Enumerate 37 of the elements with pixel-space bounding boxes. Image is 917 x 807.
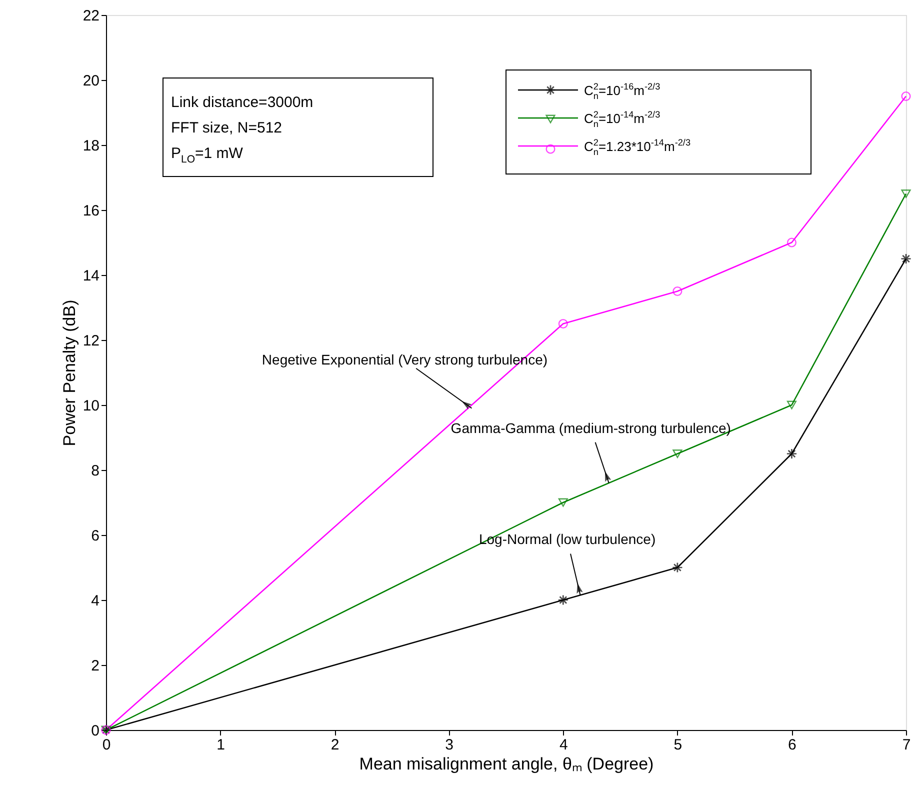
x-tick-label: 4 xyxy=(559,736,568,754)
x-tick-label: 2 xyxy=(330,736,340,754)
y-tick-label: 12 xyxy=(82,332,100,350)
point xyxy=(558,498,568,507)
x-tick-label: 6 xyxy=(788,736,796,754)
y-tick-label: 18 xyxy=(82,138,100,154)
point xyxy=(558,595,568,605)
x-axis-title: Mean misalignment angle, θₘ (Degree) xyxy=(359,754,654,774)
point xyxy=(901,190,911,198)
point xyxy=(901,91,911,102)
y-tick-label: 8 xyxy=(91,462,100,480)
y-axis-title: Power Penalty (dB) xyxy=(60,300,79,446)
point xyxy=(786,448,796,459)
y-tick-label: 20 xyxy=(82,72,100,90)
y-tick-label: 10 xyxy=(82,398,100,414)
annotation: Link distance=3000m xyxy=(171,94,314,111)
point xyxy=(901,254,911,264)
x-tick-label: 3 xyxy=(445,736,454,754)
point xyxy=(558,318,568,329)
y-tick-label: 6 xyxy=(91,528,100,544)
x-tick-label: 1 xyxy=(216,736,225,754)
y-tick-label: 2 xyxy=(91,658,100,674)
x-tick-label: 5 xyxy=(674,736,682,754)
y-tick-label: 16 xyxy=(82,202,100,220)
y-tick-label: 22 xyxy=(82,8,100,24)
y-tick-label: 14 xyxy=(82,268,100,284)
annotation: Gamma-Gamma (medium-strong turbulence) xyxy=(450,420,731,436)
point xyxy=(672,286,682,296)
y-tick-label: 0 xyxy=(91,722,100,740)
point xyxy=(786,238,796,248)
x-tick-label: 7 xyxy=(902,736,911,754)
point xyxy=(672,450,682,458)
annotation: FFT size, N=512 xyxy=(171,120,282,136)
point xyxy=(672,562,682,572)
y-tick-label: 4 xyxy=(91,592,100,610)
x-tick-label: 0 xyxy=(102,736,111,754)
point xyxy=(786,400,796,410)
